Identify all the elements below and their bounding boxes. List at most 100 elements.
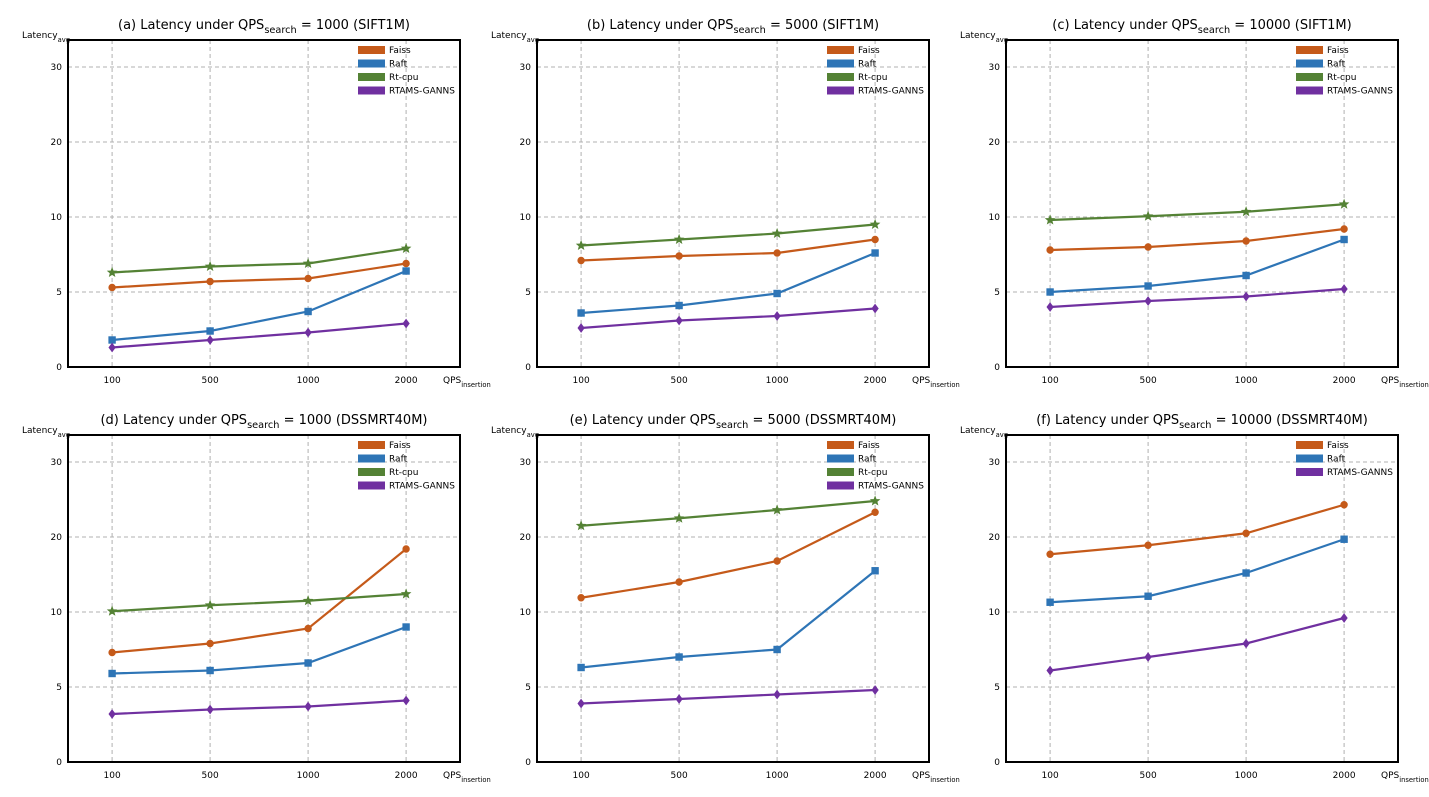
legend-swatch xyxy=(358,59,385,68)
y-tick-label: 20 xyxy=(520,138,532,148)
marker xyxy=(771,504,783,515)
series-line xyxy=(111,269,407,342)
marker xyxy=(773,645,781,654)
y-axis-label-sub: avg xyxy=(58,36,70,44)
legend-label: Raft xyxy=(389,60,408,70)
x-axis-label-main: QPS xyxy=(443,376,462,386)
chart-title-rest: = 1000 (DSSMRT40M) xyxy=(279,413,427,428)
x-tick-label: 1000 xyxy=(297,376,320,386)
legend-swatch xyxy=(827,468,854,476)
x-tick-label: 2000 xyxy=(864,771,887,781)
y-tick-label: 5 xyxy=(994,683,1000,693)
x-tick-label: 1000 xyxy=(1235,376,1258,386)
y-axis-label-sub: avg xyxy=(527,36,539,44)
marker xyxy=(1242,529,1250,537)
x-axis-label-main: QPS xyxy=(443,771,462,781)
x-tick-label: 100 xyxy=(573,771,590,781)
y-tick-label: 0 xyxy=(525,758,531,768)
marker xyxy=(1142,210,1154,221)
marker xyxy=(871,508,879,516)
marker xyxy=(402,623,410,631)
y-tick-label: 5 xyxy=(56,288,62,298)
chart-title-sub: search xyxy=(1198,25,1230,36)
legend-label: Faiss xyxy=(1327,441,1349,451)
chart-title-main: (b) Latency under QPS xyxy=(587,18,734,33)
x-tick-label: 500 xyxy=(671,771,688,781)
marker xyxy=(108,283,116,292)
series-line xyxy=(1050,238,1345,294)
y-tick-label: 5 xyxy=(525,683,531,693)
x-tick-label: 500 xyxy=(1140,376,1157,386)
marker xyxy=(206,327,214,335)
x-tick-label: 2000 xyxy=(1333,771,1356,781)
x-axis-label-main: QPS xyxy=(1381,376,1400,386)
y-tick-label: 30 xyxy=(51,458,63,468)
legend-swatch xyxy=(1296,454,1323,463)
y-tick-label: 10 xyxy=(51,608,63,618)
marker xyxy=(1340,284,1348,294)
y-tick-label: 10 xyxy=(989,213,1001,223)
plot-frame xyxy=(536,434,930,763)
marker xyxy=(1144,652,1152,662)
legend-label: Faiss xyxy=(1327,46,1349,56)
series-line xyxy=(1050,538,1345,604)
marker xyxy=(108,342,116,353)
legend-swatch xyxy=(358,481,385,490)
plot-frame xyxy=(1005,39,1399,368)
y-tick-label: 0 xyxy=(994,363,1000,373)
y-tick-label: 0 xyxy=(56,363,62,373)
series-line xyxy=(1050,227,1345,252)
legend-swatch xyxy=(827,481,854,490)
marker xyxy=(400,588,412,599)
marker xyxy=(577,594,585,602)
x-axis-label-sub: insertion xyxy=(461,776,491,784)
x-tick-label: 2000 xyxy=(395,771,418,781)
legend-swatch xyxy=(1296,468,1323,476)
x-axis-label-sub: insertion xyxy=(461,381,491,389)
legend-label: Raft xyxy=(389,455,408,465)
y-axis-label-sub: avg xyxy=(996,431,1008,439)
marker xyxy=(1144,592,1152,600)
y-axis-label: Latencyavg xyxy=(491,426,539,439)
x-axis-label: QPSinsertion xyxy=(912,376,960,389)
marker xyxy=(304,659,312,667)
y-tick-label: 5 xyxy=(525,288,531,298)
x-axis-label-sub: insertion xyxy=(930,776,960,784)
y-tick-label: 30 xyxy=(51,63,63,73)
legend-label: Rt-cpu xyxy=(858,73,887,83)
x-axis-label: QPSinsertion xyxy=(1381,376,1429,389)
x-tick-label: 1000 xyxy=(1235,771,1258,781)
legend-label: Faiss xyxy=(389,46,411,56)
y-tick-label: 5 xyxy=(994,288,1000,298)
chart-title-sub: search xyxy=(733,25,765,36)
marker xyxy=(1044,214,1056,225)
legend-swatch xyxy=(358,441,385,449)
legend-swatch xyxy=(1296,86,1323,95)
marker xyxy=(871,685,879,695)
marker xyxy=(1046,598,1054,606)
chart-title-sub: search xyxy=(264,25,296,36)
y-axis-label-main: Latency xyxy=(960,426,996,436)
chart-title-main: (c) Latency under QPS xyxy=(1052,18,1197,33)
series-line xyxy=(112,247,407,274)
marker xyxy=(675,578,683,586)
chart-title: (b) Latency under QPSsearch = 5000 (SIFT… xyxy=(587,18,879,36)
marker xyxy=(1242,271,1250,280)
y-tick-label: 20 xyxy=(989,533,1001,543)
x-tick-label: 1000 xyxy=(766,376,789,386)
legend-swatch xyxy=(358,86,385,95)
marker xyxy=(871,303,879,314)
y-tick-label: 0 xyxy=(56,758,62,768)
series-line xyxy=(580,511,876,599)
marker xyxy=(577,698,585,709)
marker xyxy=(206,666,214,675)
chart-title: (d) Latency under QPSsearch = 1000 (DSSM… xyxy=(100,413,427,431)
x-axis-label-main: QPS xyxy=(1381,771,1400,781)
marker xyxy=(1340,501,1348,509)
chart-title-rest: = 1000 (SIFT1M) xyxy=(297,18,410,33)
y-axis-label: Latencyavg xyxy=(22,426,70,439)
x-axis-label-sub: insertion xyxy=(930,381,960,389)
chart-title-sub: search xyxy=(247,420,279,431)
x-axis-label-main: QPS xyxy=(912,771,931,781)
marker xyxy=(1144,296,1152,306)
